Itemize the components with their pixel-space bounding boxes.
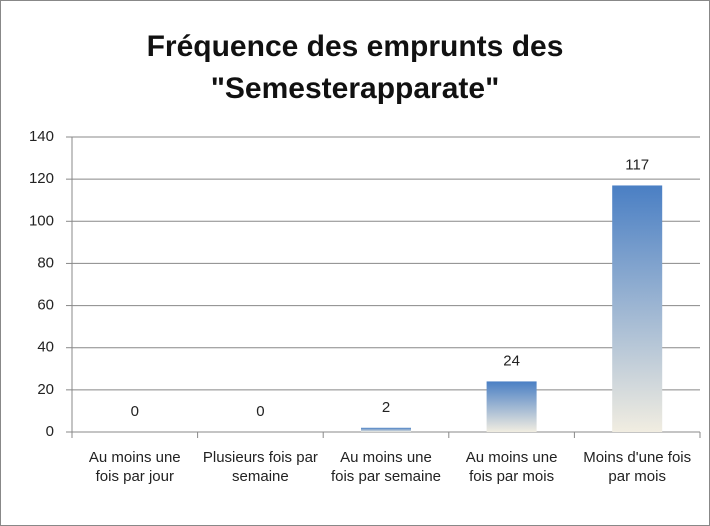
y-tick-label: 0: [46, 423, 54, 440]
value-label: 2: [382, 399, 390, 416]
x-tick-label: Au moins une fois par jour: [88, 449, 181, 485]
y-tick-label: 80: [37, 254, 54, 271]
y-tick-label: 100: [29, 212, 54, 229]
value-label: 24: [503, 352, 520, 369]
y-tick-label: 140: [29, 128, 54, 145]
chart-title: Fréquence des emprunts des "Semesterappa…: [146, 30, 564, 105]
y-tick-label: 120: [29, 170, 54, 187]
x-tick-label: Plusieurs fois par semaine: [202, 449, 318, 485]
bar: [612, 185, 663, 432]
bar: [361, 427, 411, 432]
x-tick-label: Moins d'une fois par mois: [583, 449, 692, 485]
value-label: 117: [625, 156, 649, 173]
x-tick-label: Au moins une fois par semaine: [330, 449, 442, 485]
y-tick-label: 40: [37, 339, 54, 356]
value-label: 0: [131, 403, 139, 420]
x-tick-label: Au moins une fois par mois: [465, 449, 558, 485]
value-label: 0: [256, 403, 264, 420]
y-tick-label: 20: [37, 381, 54, 398]
bar: [486, 381, 537, 432]
y-tick-label: 60: [37, 297, 54, 314]
